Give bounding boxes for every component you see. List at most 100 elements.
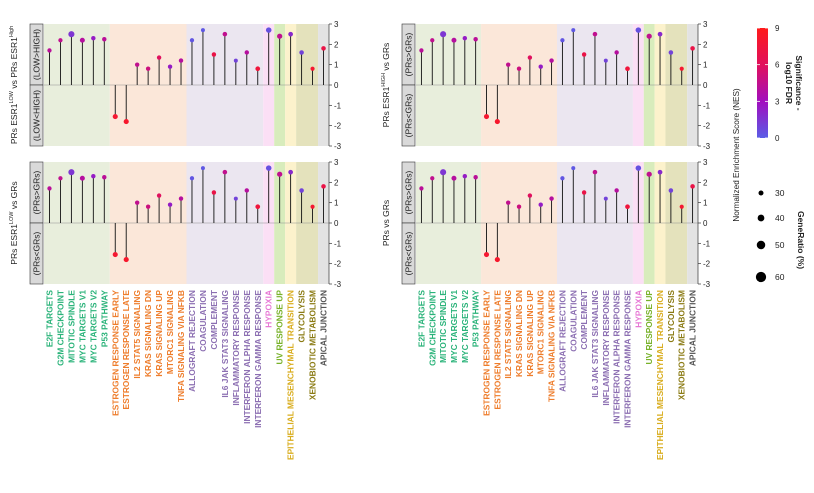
lollipop-point: [635, 27, 642, 33]
y-tick-label: 2: [334, 178, 339, 187]
pathway-label: MYC TARGETS V1: [449, 290, 459, 363]
pathway-label: UV RESPONSE UP: [275, 290, 285, 365]
y-axis-label: PRs vs GRs: [381, 200, 391, 246]
lollipop-point: [419, 48, 424, 53]
pathway-label: TNFA SIGNALING VIA NFKB: [176, 290, 186, 402]
lollipop-point: [233, 58, 238, 63]
lollipop-point: [265, 165, 272, 171]
lollipop-point: [58, 176, 63, 181]
lollipop-point: [167, 64, 173, 69]
lollipop-point: [211, 190, 217, 195]
panel-1: (LOW>HIGH) (LOW<HIGH) PRs ESR1LOW vs PRs E…: [9, 20, 342, 151]
pathway-label: XENOBIOTIC METABOLISM: [677, 290, 687, 400]
pathway-label: IL2 STAT5 SIGNALING: [132, 290, 142, 379]
strip-lower: [29, 84, 44, 147]
pathway-label: MTORC1 SIGNALING: [536, 290, 546, 374]
lollipop-point: [603, 58, 608, 63]
lollipop-point: [592, 31, 598, 37]
pathway-label: INTERFERON GAMMA RESPONSE: [253, 290, 263, 428]
lollipop-point: [603, 196, 608, 201]
legend-group: 0 3 6 9 Significance -log10 FDR Normalized En…: [732, 24, 806, 283]
lollipop-point: [233, 196, 238, 201]
size-legend-dot: [756, 240, 766, 250]
pathway-label: KRAS SIGNALING UP: [154, 290, 164, 377]
lollipop-point: [178, 58, 184, 63]
strip-lower-label: (PRs<GRs): [404, 231, 414, 275]
y-tick-label: 3: [334, 20, 339, 29]
pathway-label: ESTROGEN RESPONSE LATE: [121, 290, 131, 410]
pathway-label: APICAL JUNCTION: [688, 290, 698, 366]
lollipop-point: [505, 200, 511, 205]
pathway-label: GLYCOLYSIS: [666, 290, 676, 343]
pathway-label: TNFA SIGNALING VIA NFKB: [547, 290, 557, 402]
strip-upper-label: (PRs>GRs): [404, 32, 414, 76]
lollipop-point: [483, 113, 490, 120]
y-tick-label: -2: [703, 260, 711, 269]
lollipop-point: [527, 193, 533, 198]
pathway-label: MTORC1 SIGNALING: [165, 290, 175, 374]
lollipop-point: [91, 36, 96, 41]
pathway-label: ALLOGRAFT REJECTION: [187, 290, 197, 392]
y-tick-label: 0: [703, 219, 708, 228]
y-tick-label: 1: [334, 199, 339, 208]
y-tick-label: 0: [334, 219, 339, 228]
lollipop-point: [527, 55, 533, 60]
lollipop-point: [255, 66, 261, 72]
lollipop-point: [538, 202, 543, 207]
lollipop-point: [473, 37, 478, 42]
size-legend-dot: [758, 190, 764, 196]
y-tick-label: 2: [703, 178, 708, 187]
y-tick-label: 2: [703, 40, 708, 49]
lollipop-point: [91, 174, 96, 179]
lollipop-point: [310, 66, 315, 71]
pathway-label: G2M CHECKPOINT: [55, 289, 65, 366]
y-tick-label: -1: [703, 101, 711, 110]
lollipop-point: [571, 166, 576, 171]
pathway-label: IL6 JAK STAT3 SIGNALING: [220, 290, 230, 398]
lollipop-point: [277, 171, 283, 177]
y-tick-label: -3: [703, 142, 711, 151]
pathway-label: E2F TARGETS: [416, 290, 426, 347]
y-tick-label: 1: [334, 61, 339, 70]
pathway-label: KRAS SIGNALING UP: [525, 290, 535, 377]
size-legend-dot: [757, 214, 765, 222]
pathway-label: MYC TARGETS V2: [88, 290, 98, 363]
lollipop-point: [299, 188, 304, 193]
nes-axis-label: Normalized Enrichment Score (NES): [732, 88, 741, 222]
lollipop-point: [321, 184, 326, 189]
lollipop-point: [123, 257, 129, 263]
strip-upper-label: (PRs>GRs): [404, 170, 414, 214]
size-legend-label: 60: [775, 272, 785, 282]
size-legend-dot: [755, 271, 767, 283]
lollipop-point: [440, 169, 447, 176]
y-tick-label: -2: [334, 122, 342, 131]
panel-2: (PRs>GRs) (PRs<GRs) PRs ESR1HIGH vs GRs 3 2 1…: [381, 20, 711, 151]
colorbar-tick-label: 0: [775, 134, 780, 143]
pathway-label: INTERFERON ALPHA RESPONSE: [612, 290, 622, 424]
lollipop-point: [112, 251, 118, 258]
lollipop-point: [581, 52, 587, 57]
strip-lower: [29, 222, 44, 285]
lollipop-point: [462, 36, 468, 41]
lollipop-point: [288, 31, 293, 37]
pathway-label: G2M CHECKPOINT: [427, 289, 437, 366]
lollipop-point: [58, 38, 63, 43]
y-axis-label: PRs ESR1LOW vs PRs ESR1High: [9, 26, 19, 144]
lollipop-point: [538, 64, 543, 69]
panel-3: (PRs>GRs) (PRs<GRs) PRs ESR1LOW vs GRs 3 2 1 0…: [9, 158, 342, 460]
pathway-label: HYPOXIA: [633, 290, 643, 328]
lollipop-point: [483, 251, 490, 258]
lollipop-point: [657, 31, 663, 37]
lollipop-point: [560, 176, 565, 181]
lollipop-point: [310, 204, 315, 209]
lollipop-point: [592, 169, 598, 175]
strip-upper-label: (PRs>GRs): [32, 170, 42, 214]
lollipop-point: [614, 50, 619, 55]
lollipop-point: [79, 37, 85, 43]
lollipop-point: [690, 46, 695, 51]
lollipop-point: [430, 176, 435, 181]
y-tick-label: 0: [703, 81, 708, 90]
strip-lower-label: (LOW<HIGH): [32, 90, 42, 141]
lollipop-point: [668, 50, 674, 55]
lollipop-point: [134, 200, 140, 205]
